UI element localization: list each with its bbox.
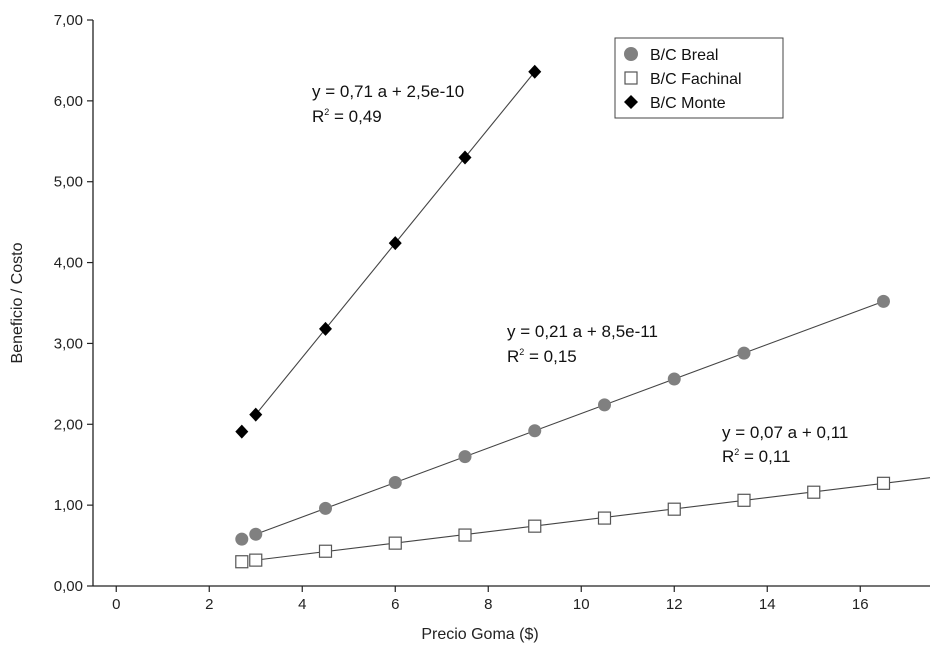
data-point-b-c-breal (528, 424, 542, 438)
data-point-b-c-breal (598, 398, 611, 412)
legend-label-monte: B/C Monte (650, 95, 726, 112)
data-point-b-c-monte (458, 150, 472, 165)
data-point-b-c-breal (667, 372, 681, 386)
y-tick-label: 3,00 (54, 335, 83, 352)
y-tick-label: 6,00 (54, 93, 83, 110)
equation-breal: y = 0,21 a + 8,5e-11 R2 = 0,15 (507, 322, 658, 366)
data-point-b-c-breal (319, 501, 332, 515)
legend-marker-monte (624, 95, 638, 109)
data-point-b-c-fachinal (667, 502, 681, 516)
data-points (235, 64, 891, 569)
equation-breal-line: y = 0,21 a + 8,5e-11 (507, 322, 658, 341)
legend-box (614, 37, 784, 119)
data-point-b-c-fachinal (597, 511, 612, 525)
equation-monte: y = 0,71 a + 2,5e-10 R2 = 0,49 (312, 82, 464, 126)
data-point-b-c-fachinal (458, 528, 472, 542)
data-point-b-c-breal (249, 527, 263, 541)
equation-fachinal-line: y = 0,07 a + 0,11 (722, 423, 848, 442)
x-tick-label: 10 (573, 596, 590, 613)
trendline-b-c-fachinal (255, 477, 931, 561)
legend-marker-breal (624, 47, 638, 61)
y-axis-title: Beneficio / Costo (9, 242, 26, 363)
svg-text:R2 = 0,11: R2 = 0,11 (722, 447, 791, 466)
data-point-b-c-fachinal (528, 519, 542, 533)
legend-label-fachinal: B/C Fachinal (650, 71, 742, 88)
r2-fachinal-value: = 0,11 (739, 447, 790, 466)
x-tick-label: 6 (391, 596, 399, 613)
x-axis-ticks: 0 2 4 6 8 10 12 14 16 (112, 586, 869, 613)
r2-fachinal-exp: 2 (734, 447, 739, 457)
legend-label-breal: B/C Breal (650, 47, 718, 64)
r2-breal-value: = 0,15 (524, 347, 576, 366)
svg-text:R2 = 0,15: R2 = 0,15 (507, 347, 577, 366)
data-point-b-c-fachinal (388, 536, 402, 550)
data-point-b-c-breal (388, 476, 402, 490)
y-axis-ticks: 0,00 1,00 2,00 3,00 4,00 5,00 6,00 7,00 (54, 12, 93, 595)
y-tick-label: 2,00 (54, 416, 83, 433)
x-tick-label: 16 (852, 596, 869, 613)
data-point-b-c-fachinal (235, 555, 249, 569)
data-point-b-c-fachinal (876, 476, 891, 490)
svg-text:R2 = 0,49: R2 = 0,49 (312, 107, 382, 126)
data-point-b-c-monte (235, 424, 249, 439)
equation-monte-line: y = 0,71 a + 2,5e-10 (312, 82, 464, 101)
data-point-b-c-fachinal (318, 544, 333, 558)
y-tick-label: 0,00 (54, 578, 83, 595)
equation-fachinal: y = 0,07 a + 0,11 R2 = 0,11 (722, 423, 848, 466)
y-tick-label: 4,00 (54, 255, 83, 272)
r2-monte-label: R (312, 107, 324, 126)
legend-marker-fachinal (624, 71, 638, 85)
data-point-b-c-breal (235, 532, 249, 546)
r2-fachinal-label: R (722, 447, 734, 466)
data-point-b-c-monte (388, 236, 402, 251)
data-point-b-c-monte (528, 64, 542, 79)
data-point-b-c-fachinal (807, 485, 821, 499)
data-point-b-c-breal (737, 346, 751, 360)
x-tick-label: 4 (298, 596, 306, 613)
trendlines (255, 71, 931, 561)
r2-monte-exp: 2 (324, 107, 329, 117)
y-tick-label: 5,00 (54, 174, 83, 191)
x-tick-label: 2 (205, 596, 213, 613)
r2-breal-label: R (507, 347, 519, 366)
data-point-b-c-monte (249, 407, 263, 422)
data-point-b-c-fachinal (249, 553, 263, 567)
trendline-b-c-breal (255, 300, 884, 535)
x-tick-label: 14 (759, 596, 776, 613)
data-point-b-c-breal (877, 294, 890, 308)
r2-monte-value: = 0,49 (329, 107, 381, 126)
x-axis-title: Precio Goma ($) (421, 626, 538, 643)
x-tick-label: 0 (112, 596, 120, 613)
x-tick-label: 12 (666, 596, 683, 613)
y-tick-label: 1,00 (54, 497, 83, 514)
x-tick-label: 8 (484, 596, 492, 613)
r2-breal-exp: 2 (519, 347, 524, 357)
data-point-b-c-fachinal (737, 493, 751, 507)
data-point-b-c-breal (458, 450, 472, 464)
legend: B/C Breal B/C Fachinal B/C Monte (614, 37, 784, 119)
y-tick-label: 7,00 (54, 12, 83, 29)
data-point-b-c-monte (319, 321, 332, 336)
